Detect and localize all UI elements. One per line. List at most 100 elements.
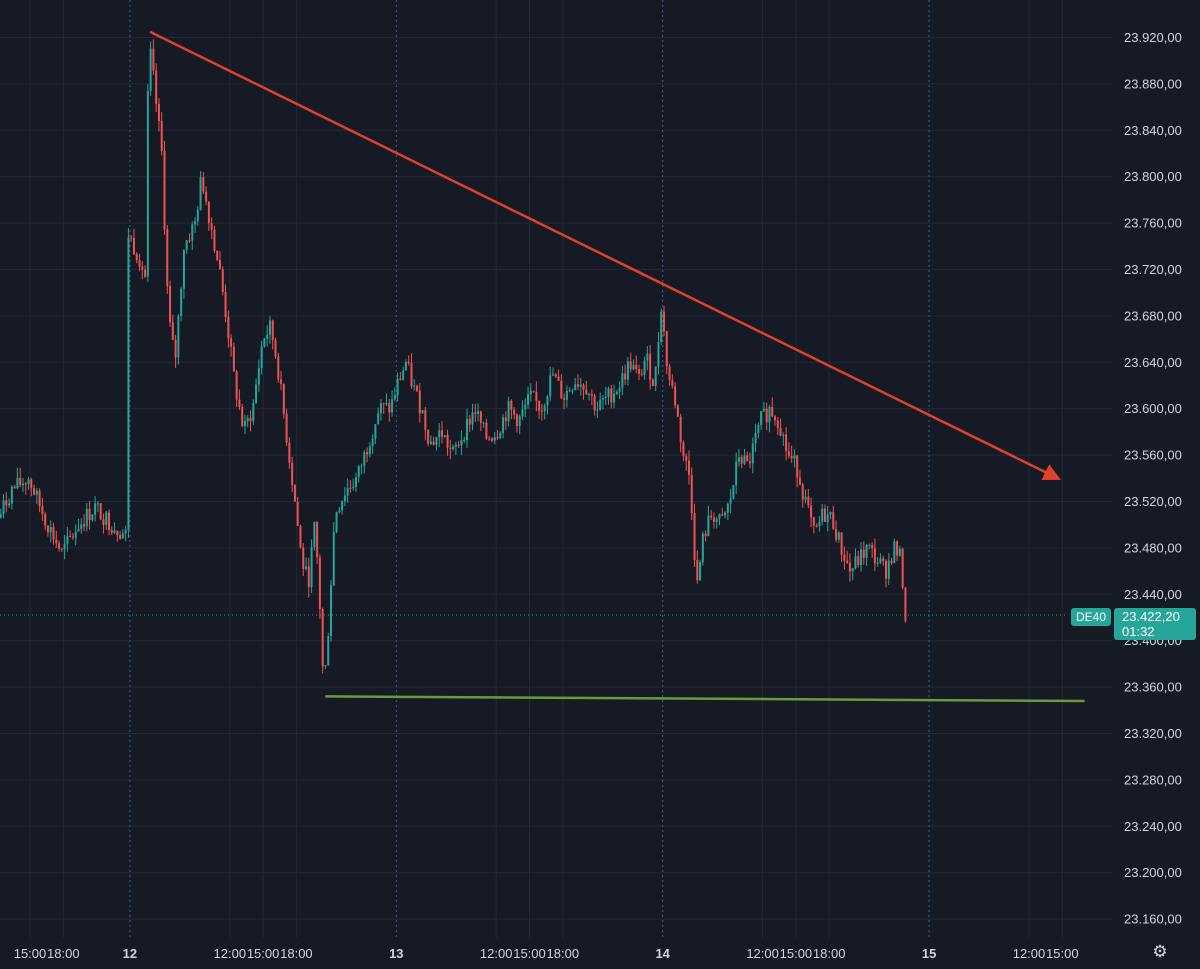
candle-body bbox=[66, 536, 69, 544]
candle-body bbox=[865, 545, 868, 558]
x-tick-label: 18:00 bbox=[813, 946, 846, 961]
candle-body bbox=[588, 393, 591, 395]
candle-body bbox=[862, 549, 865, 558]
candle-body bbox=[560, 380, 563, 398]
trendline-arrow[interactable] bbox=[149, 30, 1062, 480]
candle-body bbox=[726, 503, 729, 513]
candle-body bbox=[502, 417, 505, 433]
drawings[interactable] bbox=[149, 30, 1085, 703]
candle-body bbox=[132, 237, 135, 255]
candle-body bbox=[682, 442, 685, 457]
candle-body bbox=[213, 229, 216, 251]
x-tick-label: 15 bbox=[922, 946, 936, 961]
candle-body bbox=[13, 486, 16, 489]
candle-body bbox=[640, 373, 643, 375]
candle-body bbox=[532, 390, 535, 392]
candle-body bbox=[171, 322, 174, 340]
x-tick-label: 12:00 bbox=[746, 946, 779, 961]
candle-body bbox=[182, 249, 185, 289]
candle-body bbox=[332, 531, 335, 586]
candle-body bbox=[135, 254, 138, 261]
candle-body bbox=[307, 566, 310, 588]
candle-body bbox=[8, 503, 11, 506]
candle-body bbox=[885, 560, 887, 579]
settings-gear-icon[interactable]: ⚙ bbox=[1152, 942, 1168, 961]
candle-body bbox=[804, 496, 807, 500]
candle-body bbox=[718, 514, 721, 519]
candle-body bbox=[299, 525, 302, 548]
candle-body bbox=[851, 568, 854, 572]
candle-body bbox=[604, 396, 607, 399]
candle-body bbox=[754, 433, 757, 444]
candle-body bbox=[33, 488, 36, 495]
candle-body bbox=[191, 224, 194, 241]
candle-body bbox=[546, 396, 549, 406]
candle-body bbox=[776, 420, 779, 428]
candle-body bbox=[538, 400, 541, 411]
grid bbox=[0, 0, 1112, 938]
candle-body bbox=[543, 405, 546, 412]
candle-body bbox=[443, 435, 446, 437]
candle-body bbox=[138, 260, 141, 267]
candle-body bbox=[58, 543, 61, 550]
candle-body bbox=[454, 444, 457, 447]
candle-body bbox=[832, 512, 835, 529]
price-axis[interactable]: 23.920,00 23.880,00 23.840,00 23.800,00 23.7… bbox=[1124, 30, 1182, 927]
x-tick-label: 12:00 bbox=[1013, 946, 1046, 961]
candle-body bbox=[665, 331, 668, 367]
candle-body bbox=[108, 512, 110, 531]
candle-body bbox=[549, 375, 552, 397]
time-axis[interactable]: 15:00 18:00 12 12:00 15:00 18:00 13 12:00 15:00 1… bbox=[14, 946, 1079, 961]
candle-body bbox=[821, 508, 824, 522]
candle-body bbox=[624, 373, 627, 380]
candle-body bbox=[396, 378, 399, 396]
candle-body bbox=[582, 384, 585, 390]
candle-body bbox=[815, 525, 818, 527]
candle-body bbox=[19, 477, 22, 486]
candle-body bbox=[524, 404, 527, 410]
candle-body bbox=[585, 389, 588, 395]
candle-body bbox=[246, 417, 249, 422]
candle-body bbox=[368, 446, 371, 455]
support-line[interactable] bbox=[325, 695, 1085, 703]
candle-body bbox=[879, 558, 882, 563]
x-tick-label: 12:00 bbox=[480, 946, 513, 961]
candle-body bbox=[490, 438, 493, 441]
candle-body bbox=[324, 665, 327, 667]
y-tick-label: 23.600,00 bbox=[1124, 401, 1182, 416]
candle-body bbox=[774, 416, 776, 421]
candle-body bbox=[563, 397, 566, 400]
candle-body bbox=[349, 487, 352, 489]
y-tick-label: 23.200,00 bbox=[1124, 865, 1182, 880]
candle-body bbox=[305, 566, 308, 569]
candle-body bbox=[291, 462, 294, 486]
candle-body bbox=[896, 541, 899, 556]
candle-body bbox=[746, 455, 749, 462]
candle-body bbox=[521, 409, 524, 417]
candle-body bbox=[696, 559, 699, 581]
candle-body bbox=[485, 422, 488, 439]
candle-body bbox=[643, 360, 646, 375]
candle-body bbox=[282, 383, 285, 414]
candle-body bbox=[743, 455, 746, 464]
candle-body bbox=[352, 486, 355, 488]
candle-body bbox=[402, 370, 405, 380]
candle-body bbox=[157, 103, 160, 121]
candle-body bbox=[854, 556, 857, 569]
candle-body bbox=[782, 434, 785, 436]
candle-body bbox=[116, 530, 119, 536]
candle-body bbox=[416, 385, 419, 391]
candle-body bbox=[515, 414, 518, 427]
x-tick-label: 15:00 bbox=[1046, 946, 1079, 961]
candle-body bbox=[46, 525, 49, 533]
candle-body bbox=[24, 483, 27, 485]
candle-body bbox=[707, 515, 710, 537]
candle-body bbox=[429, 441, 432, 444]
candle-body bbox=[341, 501, 344, 511]
candle-body bbox=[779, 427, 782, 436]
candle-body bbox=[810, 505, 813, 518]
candle-body bbox=[735, 461, 738, 486]
candle-body bbox=[721, 514, 724, 516]
